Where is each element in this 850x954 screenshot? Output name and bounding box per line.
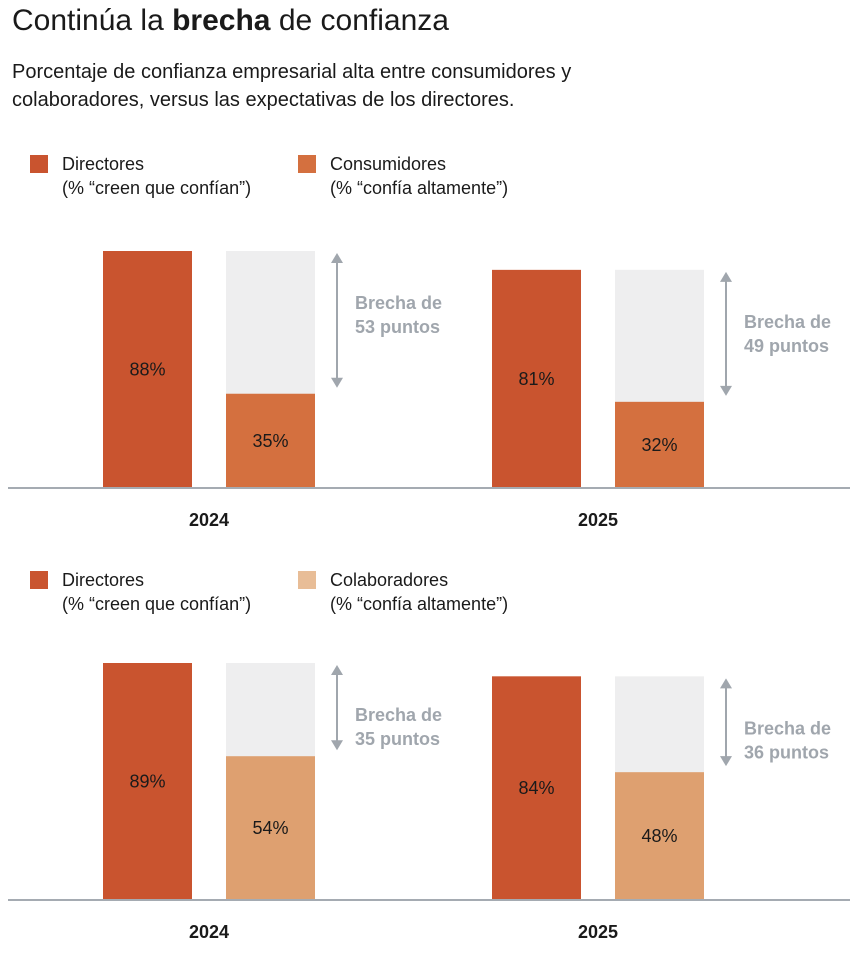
legend-swatch-employees [298, 571, 316, 589]
legend-note: (% “confía altamente”) [330, 178, 509, 198]
chart-title: Continúa la brecha de confianza [12, 4, 449, 38]
legend-swatch-directors [30, 571, 48, 589]
gap-label-line1-2025: Brecha de [744, 312, 831, 332]
gap-label-line1-2024: Brecha de [355, 293, 442, 313]
bar-others-2024 [226, 393, 315, 488]
legend-label: Directores [62, 154, 145, 174]
label-directors-2024: 88% [129, 360, 165, 380]
legend-swatch-consumers [298, 155, 316, 173]
gap-arrow-head-up-2025 [720, 271, 732, 282]
chart-subtitle: Porcentaje de confianza empresarial alta… [12, 61, 572, 111]
gap-arrow-head-down-2024 [331, 377, 343, 388]
year-label-2025: 2025 [578, 510, 618, 530]
gap-label-line2-2025: 49 puntos [744, 336, 829, 356]
gap-arrow-head-down-2025 [720, 385, 732, 396]
title-bold: brecha [172, 4, 271, 37]
label-others-2025: 48% [641, 826, 677, 846]
year-label-2025: 2025 [578, 922, 618, 942]
year-label-2024: 2024 [189, 922, 229, 942]
label-directors-2025: 81% [518, 369, 554, 389]
legend-note: (% “creen que confían”) [62, 178, 252, 198]
bar-directors-2025 [492, 269, 581, 488]
gap-arrow-head-up-2025 [720, 678, 732, 689]
bar-others-2025 [615, 401, 704, 488]
legend-label: Colaboradores [330, 570, 449, 590]
panel-employees: Directores (% “creen que confían”) Colab… [0, 564, 850, 954]
gap-label-line2-2025: 36 puntos [744, 742, 829, 762]
label-directors-2025: 84% [518, 778, 554, 798]
title-prefix: Continúa la [12, 4, 173, 37]
legend-consumers: Consumidores (% “confía altamente”) [298, 152, 508, 200]
legend-label: Directores [62, 570, 145, 590]
bar-others-2025 [615, 772, 704, 900]
chart-consumers: 88% 35% Brecha de 53 puntos 2024 81% 32% Brecha… [8, 251, 850, 530]
legend-note: (% “creen que confían”) [62, 594, 252, 614]
title-suffix: de confianza [270, 4, 449, 37]
label-others-2024: 35% [252, 431, 288, 451]
gap-arrow-head-up-2024 [331, 665, 343, 675]
gap-arrow-head-up-2024 [331, 253, 343, 263]
panel-consumers: Directores (% “creen que confían”) Consu… [0, 148, 850, 538]
bar-directors-2025 [492, 676, 581, 900]
year-label-2024: 2024 [189, 510, 229, 530]
legend-employees: Colaboradores (% “confía altamente”) [298, 568, 508, 616]
bar-directors-2024 [103, 251, 192, 488]
bar-directors-2024 [103, 663, 192, 900]
gap-arrow-head-down-2024 [331, 740, 343, 751]
legend-swatch-directors [30, 155, 48, 173]
legend-note: (% “confía altamente”) [330, 594, 509, 614]
legend-label: Consumidores [330, 154, 447, 174]
gap-arrow-head-down-2025 [720, 756, 732, 767]
gap-label-line2-2024: 35 puntos [355, 729, 440, 749]
label-others-2025: 32% [641, 435, 677, 455]
gap-label-line2-2024: 53 puntos [355, 317, 440, 337]
bar-others-2024 [226, 756, 315, 900]
label-others-2024: 54% [252, 818, 288, 838]
legend-directors: Directores (% “creen que confían”) [30, 152, 251, 200]
legend-directors: Directores (% “creen que confían”) [30, 568, 251, 616]
gap-label-line1-2025: Brecha de [744, 718, 831, 738]
label-directors-2024: 89% [129, 772, 165, 792]
chart-employees: 89% 54% Brecha de 35 puntos 2024 84% 48% Brecha… [8, 663, 850, 942]
gap-label-line1-2024: Brecha de [355, 705, 442, 725]
